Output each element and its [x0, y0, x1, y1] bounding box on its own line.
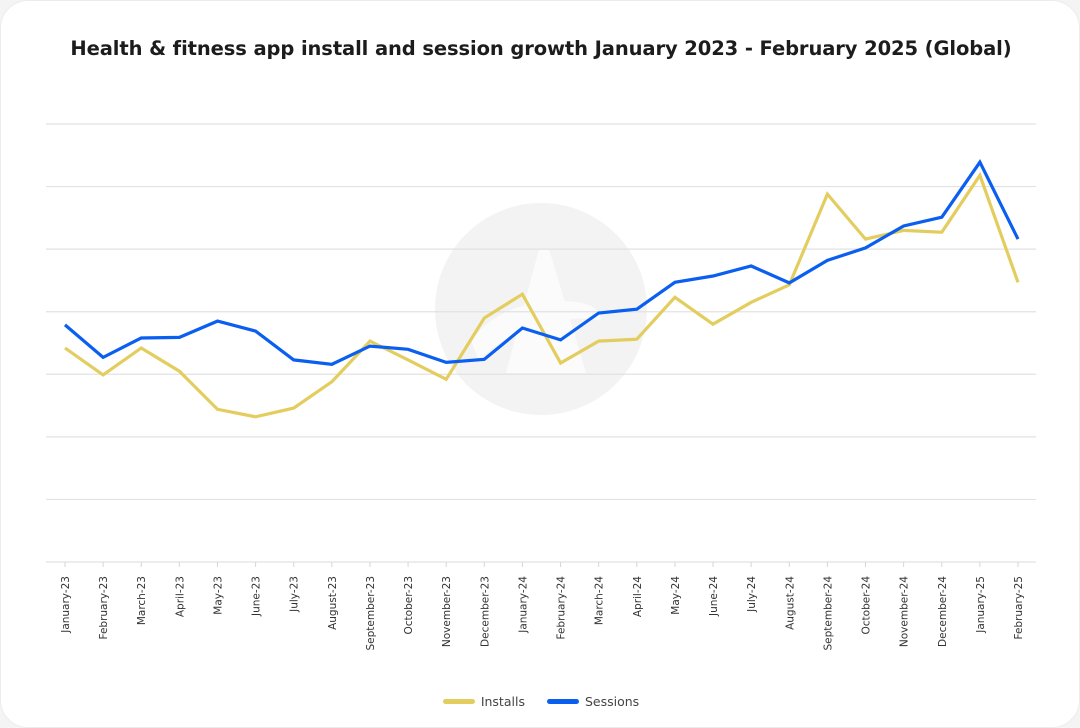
x-tick-label: March-24 [594, 576, 606, 625]
x-tick-label: February-25 [1013, 576, 1025, 640]
legend: Installs Sessions [1, 694, 1079, 709]
x-tick-label: April-24 [632, 576, 644, 617]
gridlines [46, 123, 1036, 563]
x-tick-label: June-23 [251, 576, 263, 617]
x-tick-label: August-24 [784, 576, 796, 630]
x-tick-label: March-23 [136, 576, 148, 625]
x-tick-label: July-24 [746, 576, 758, 613]
series-line-sessions [63, 159, 1020, 366]
installs-swatch-icon [442, 699, 475, 704]
x-tick-label: September-24 [822, 576, 834, 651]
x-tick-label: December-24 [937, 576, 949, 647]
x-tick-label: October-23 [403, 576, 415, 635]
legend-label-installs: Installs [480, 694, 525, 709]
x-tick-label: November-23 [441, 576, 453, 647]
sessions-swatch-icon [546, 699, 579, 704]
x-tick-label: January-25 [975, 576, 987, 634]
x-tick-label: January-24 [517, 576, 529, 634]
legend-item-sessions[interactable]: Sessions [546, 694, 640, 709]
x-tick-label: June-24 [708, 576, 720, 617]
x-axis-ticks [64, 562, 1019, 567]
legend-item-installs[interactable]: Installs [442, 694, 525, 709]
watermark-logo-icon [435, 203, 647, 415]
x-tick-label: May-23 [212, 576, 224, 615]
x-tick-label: September-23 [365, 576, 377, 651]
x-tick-label: January-23 [60, 576, 72, 634]
x-tick-label: February-24 [556, 576, 568, 640]
chart-title: Health & fitness app install and session… [70, 37, 1012, 60]
series-line-installs [64, 171, 1020, 419]
x-axis-labels: January-23 February-23 March-23 April-23 May… [60, 576, 1025, 651]
x-tick-label: July-23 [289, 576, 301, 613]
series-lines [63, 159, 1020, 419]
x-tick-label: February-23 [98, 576, 110, 640]
x-tick-label: May-24 [670, 576, 682, 615]
x-tick-label: December-23 [479, 576, 491, 647]
legend-label-sessions: Sessions [584, 694, 640, 709]
x-tick-label: October-24 [861, 576, 873, 635]
x-tick-label: November-24 [899, 576, 911, 647]
x-tick-label: April-23 [174, 576, 186, 617]
x-tick-label: August-23 [327, 576, 339, 630]
